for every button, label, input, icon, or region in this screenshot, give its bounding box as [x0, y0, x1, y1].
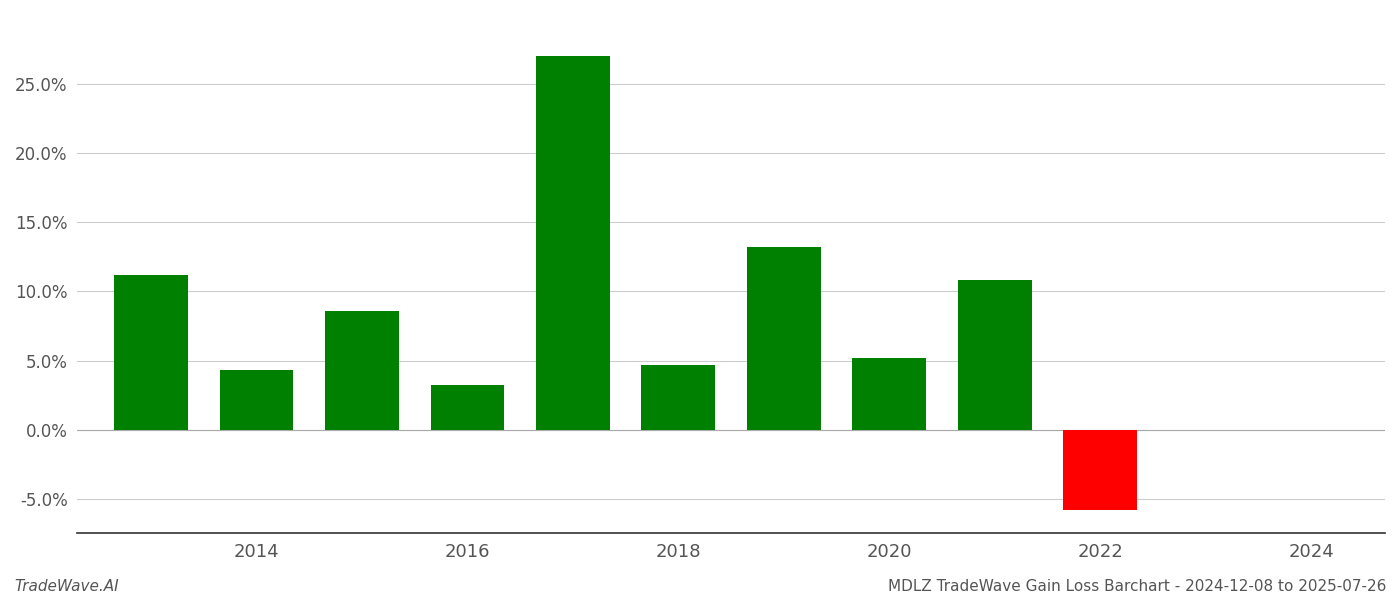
Text: MDLZ TradeWave Gain Loss Barchart - 2024-12-08 to 2025-07-26: MDLZ TradeWave Gain Loss Barchart - 2024… [888, 579, 1386, 594]
Bar [748, 247, 820, 430]
Bar [641, 365, 715, 430]
Text: TradeWave.AI: TradeWave.AI [14, 579, 119, 594]
Bar [1064, 430, 1137, 510]
Bar [325, 311, 399, 430]
Bar [115, 275, 188, 430]
Bar [853, 358, 927, 430]
Bar [958, 280, 1032, 430]
Bar [431, 385, 504, 430]
Bar [536, 56, 610, 430]
Bar [220, 370, 294, 430]
